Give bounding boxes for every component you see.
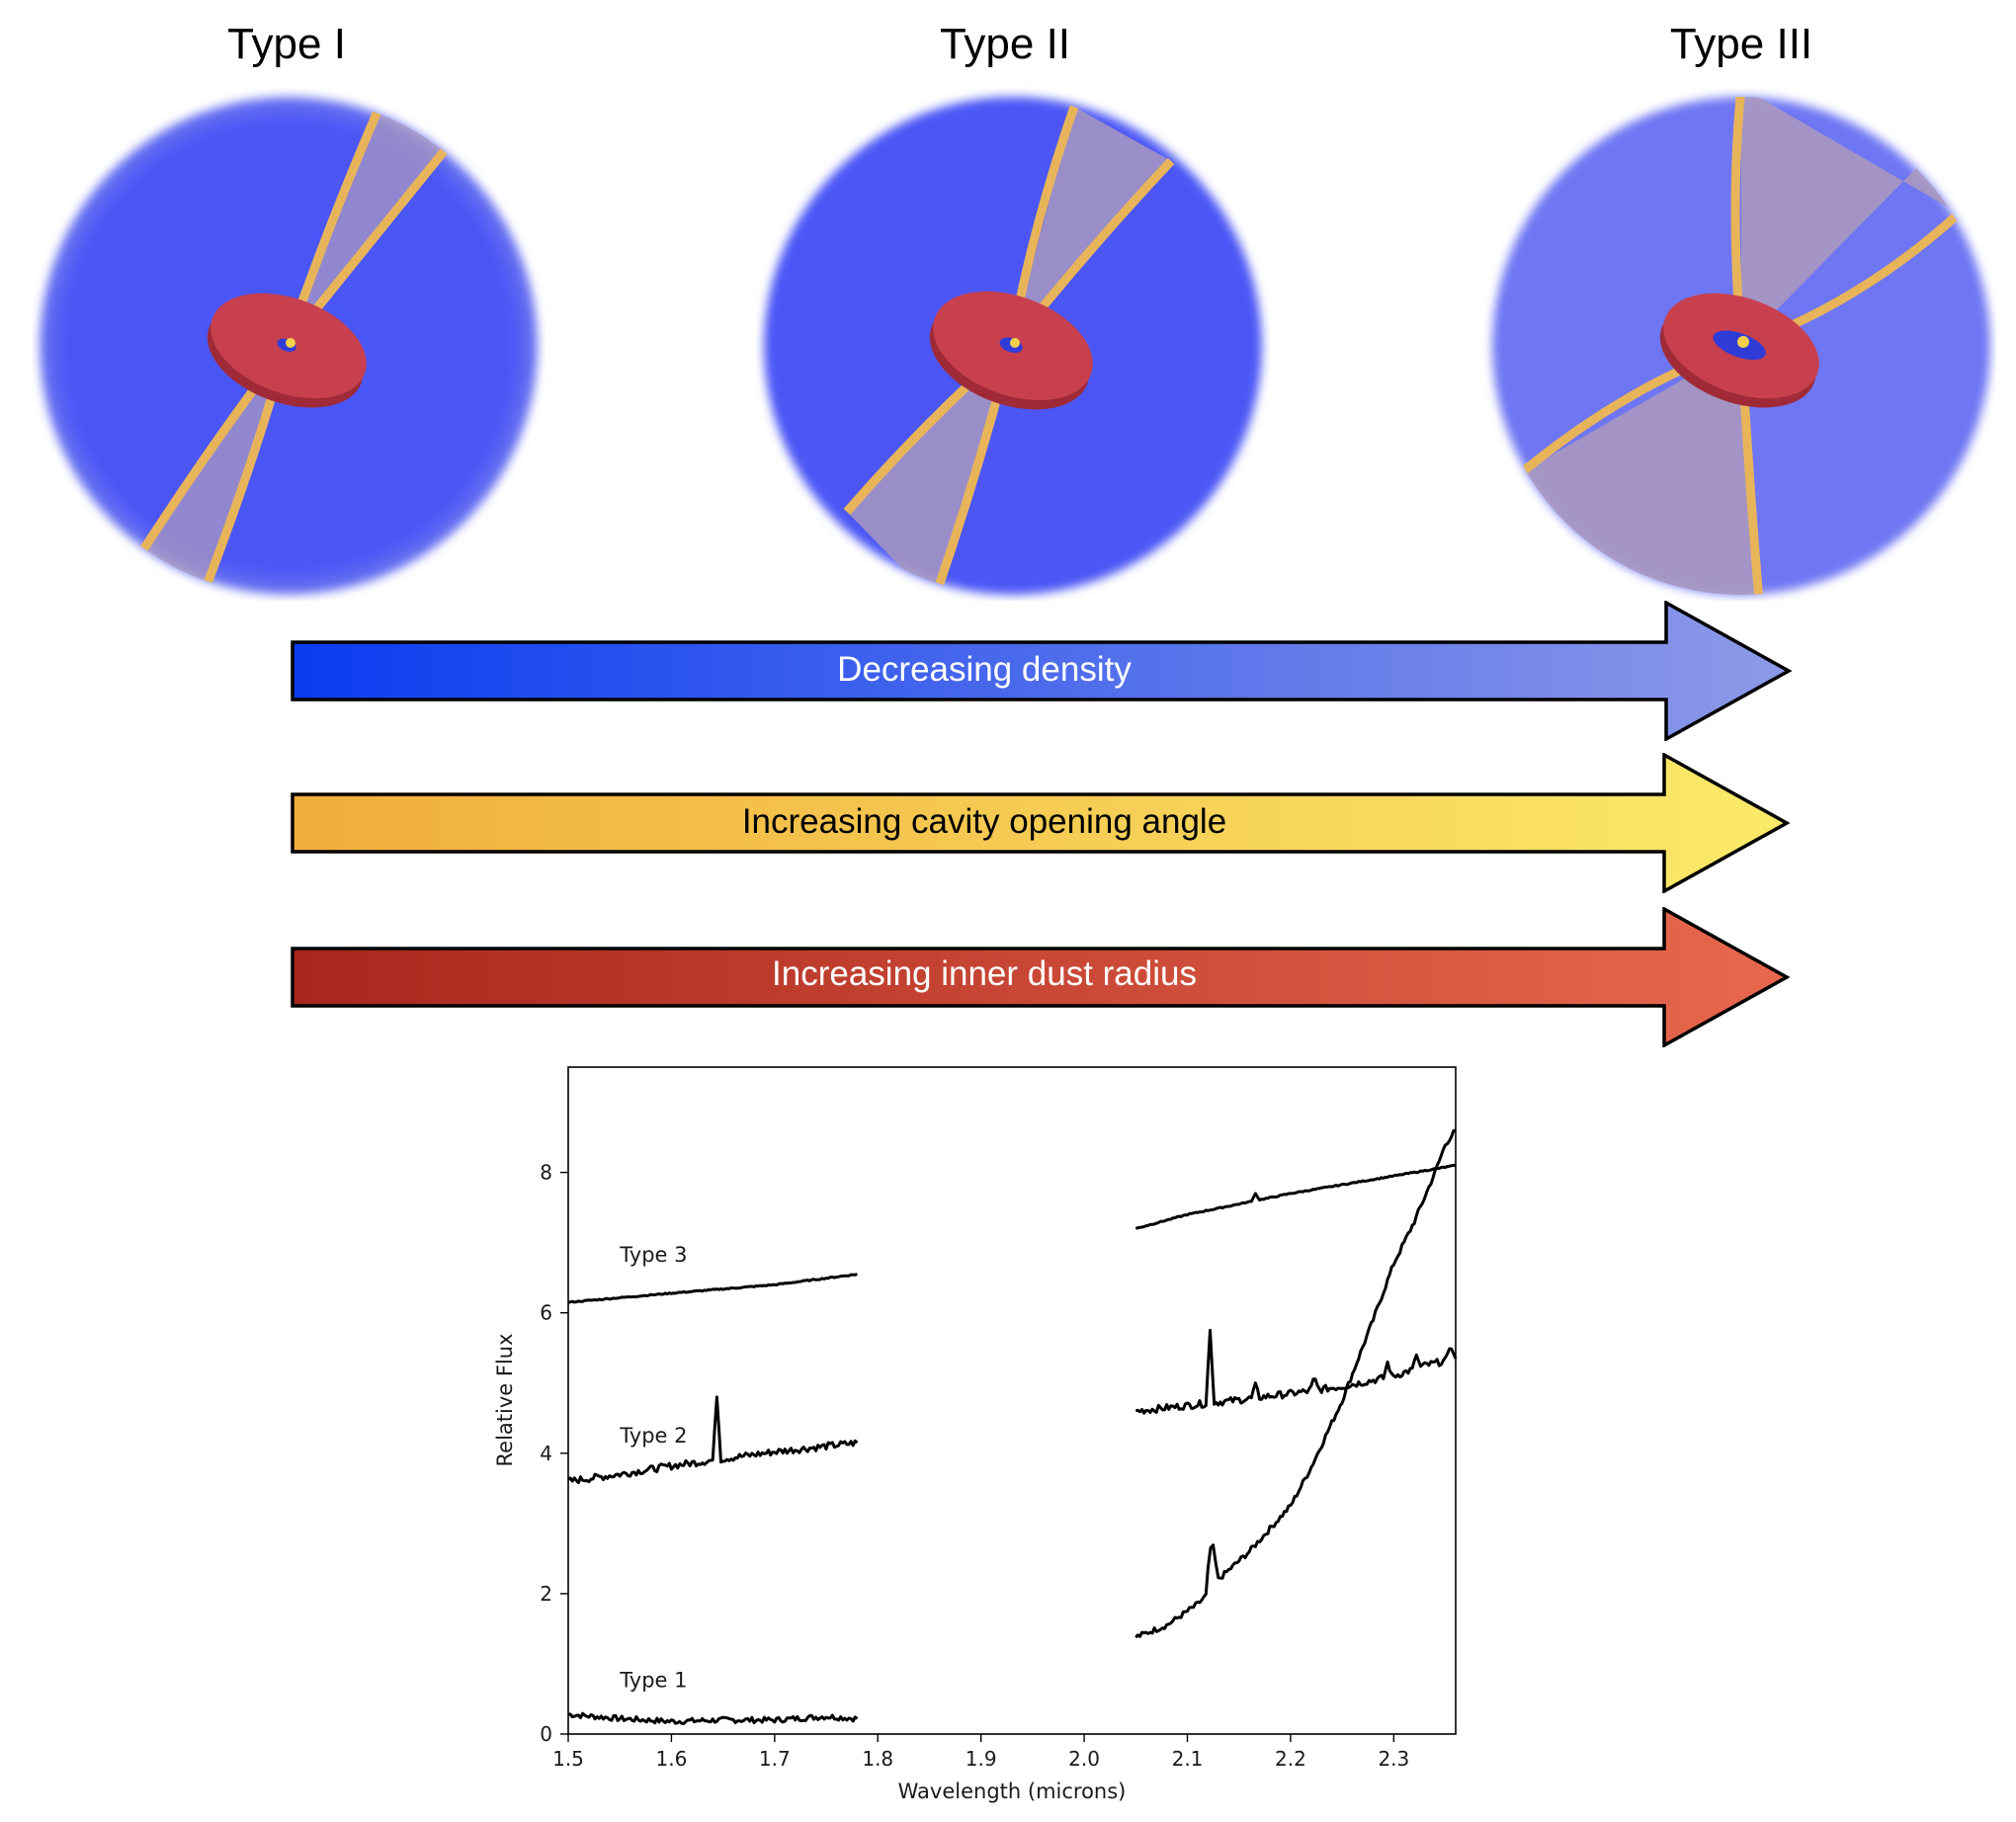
x-tick-label: 1.9: [966, 1747, 997, 1771]
outflow-cavity-lower: [142, 346, 287, 591]
x-tick-label: 2.2: [1275, 1747, 1306, 1771]
x-tick-label: 1.6: [656, 1747, 688, 1771]
x-tick-label: 1.7: [759, 1747, 791, 1771]
disk: [929, 290, 1093, 410]
type-1-title: Type I: [227, 20, 346, 68]
x-tick-label: 2.3: [1378, 1747, 1409, 1771]
outflow-cavity-lower: [847, 346, 1011, 595]
protostar: [286, 338, 295, 348]
x-tick-label: 1.8: [862, 1747, 893, 1771]
spectrum-line-type-3-segment-2: [1134, 1163, 1457, 1230]
protostar: [1010, 338, 1020, 348]
type-1-model-illustration: [40, 97, 538, 595]
y-tick-label: 2: [540, 1582, 552, 1606]
spectra-chart: Type 1 Type 2 Type 3 1.5 1.6 1.7 1.8 1.9 2.0 2.1…: [493, 1066, 1458, 1803]
dust-radius-arrow-label: Increasing inner dust radius: [772, 954, 1197, 993]
protostar: [1737, 336, 1749, 348]
series-label-type-1: Type 1: [619, 1668, 687, 1692]
series-label-type-2: Type 2: [619, 1424, 687, 1448]
y-tick-label: 0: [540, 1722, 552, 1746]
outflow-cavity-upper: [1011, 107, 1171, 346]
x-tick-label: 2.1: [1172, 1747, 1204, 1771]
dust-radius-arrow: Increasing inner dust radius: [287, 907, 1808, 1047]
x-tick-label: 1.5: [552, 1747, 584, 1771]
spectrum-line-type-1-segment-2: [1134, 1128, 1457, 1639]
density-arrow-label: Decreasing density: [837, 650, 1132, 689]
cavity-angle-arrow: Increasing cavity opening angle: [287, 753, 1808, 893]
outflow-cavity-upper: [287, 107, 445, 346]
x-tick-label: 2.0: [1068, 1747, 1100, 1771]
y-tick-label: 6: [540, 1301, 552, 1325]
density-arrow: Decreasing density: [287, 601, 1808, 741]
y-tick-label: 8: [540, 1161, 552, 1185]
plot-frame: [567, 1066, 1457, 1735]
spectrum-line-type-1-segment-1: [567, 1711, 859, 1725]
series-label-type-3: Type 3: [619, 1243, 687, 1267]
y-tick-label: 4: [540, 1442, 552, 1465]
type-3-model-illustration: [1492, 97, 1990, 595]
type-3-title: Type III: [1669, 20, 1813, 68]
type-2-title: Type II: [939, 20, 1071, 68]
type-2-model-illustration: [764, 97, 1262, 595]
spectrum-line-type-2-segment-1: [567, 1395, 859, 1485]
spectrum-line-type-3-segment-1: [567, 1273, 858, 1304]
y-axis-label: Relative Flux: [493, 1333, 517, 1466]
x-axis-label: Wavelength (microns): [898, 1780, 1127, 1803]
cavity-angle-arrow-label: Increasing cavity opening angle: [741, 802, 1227, 841]
spectrum-line-type-2-segment-2: [1135, 1328, 1458, 1415]
